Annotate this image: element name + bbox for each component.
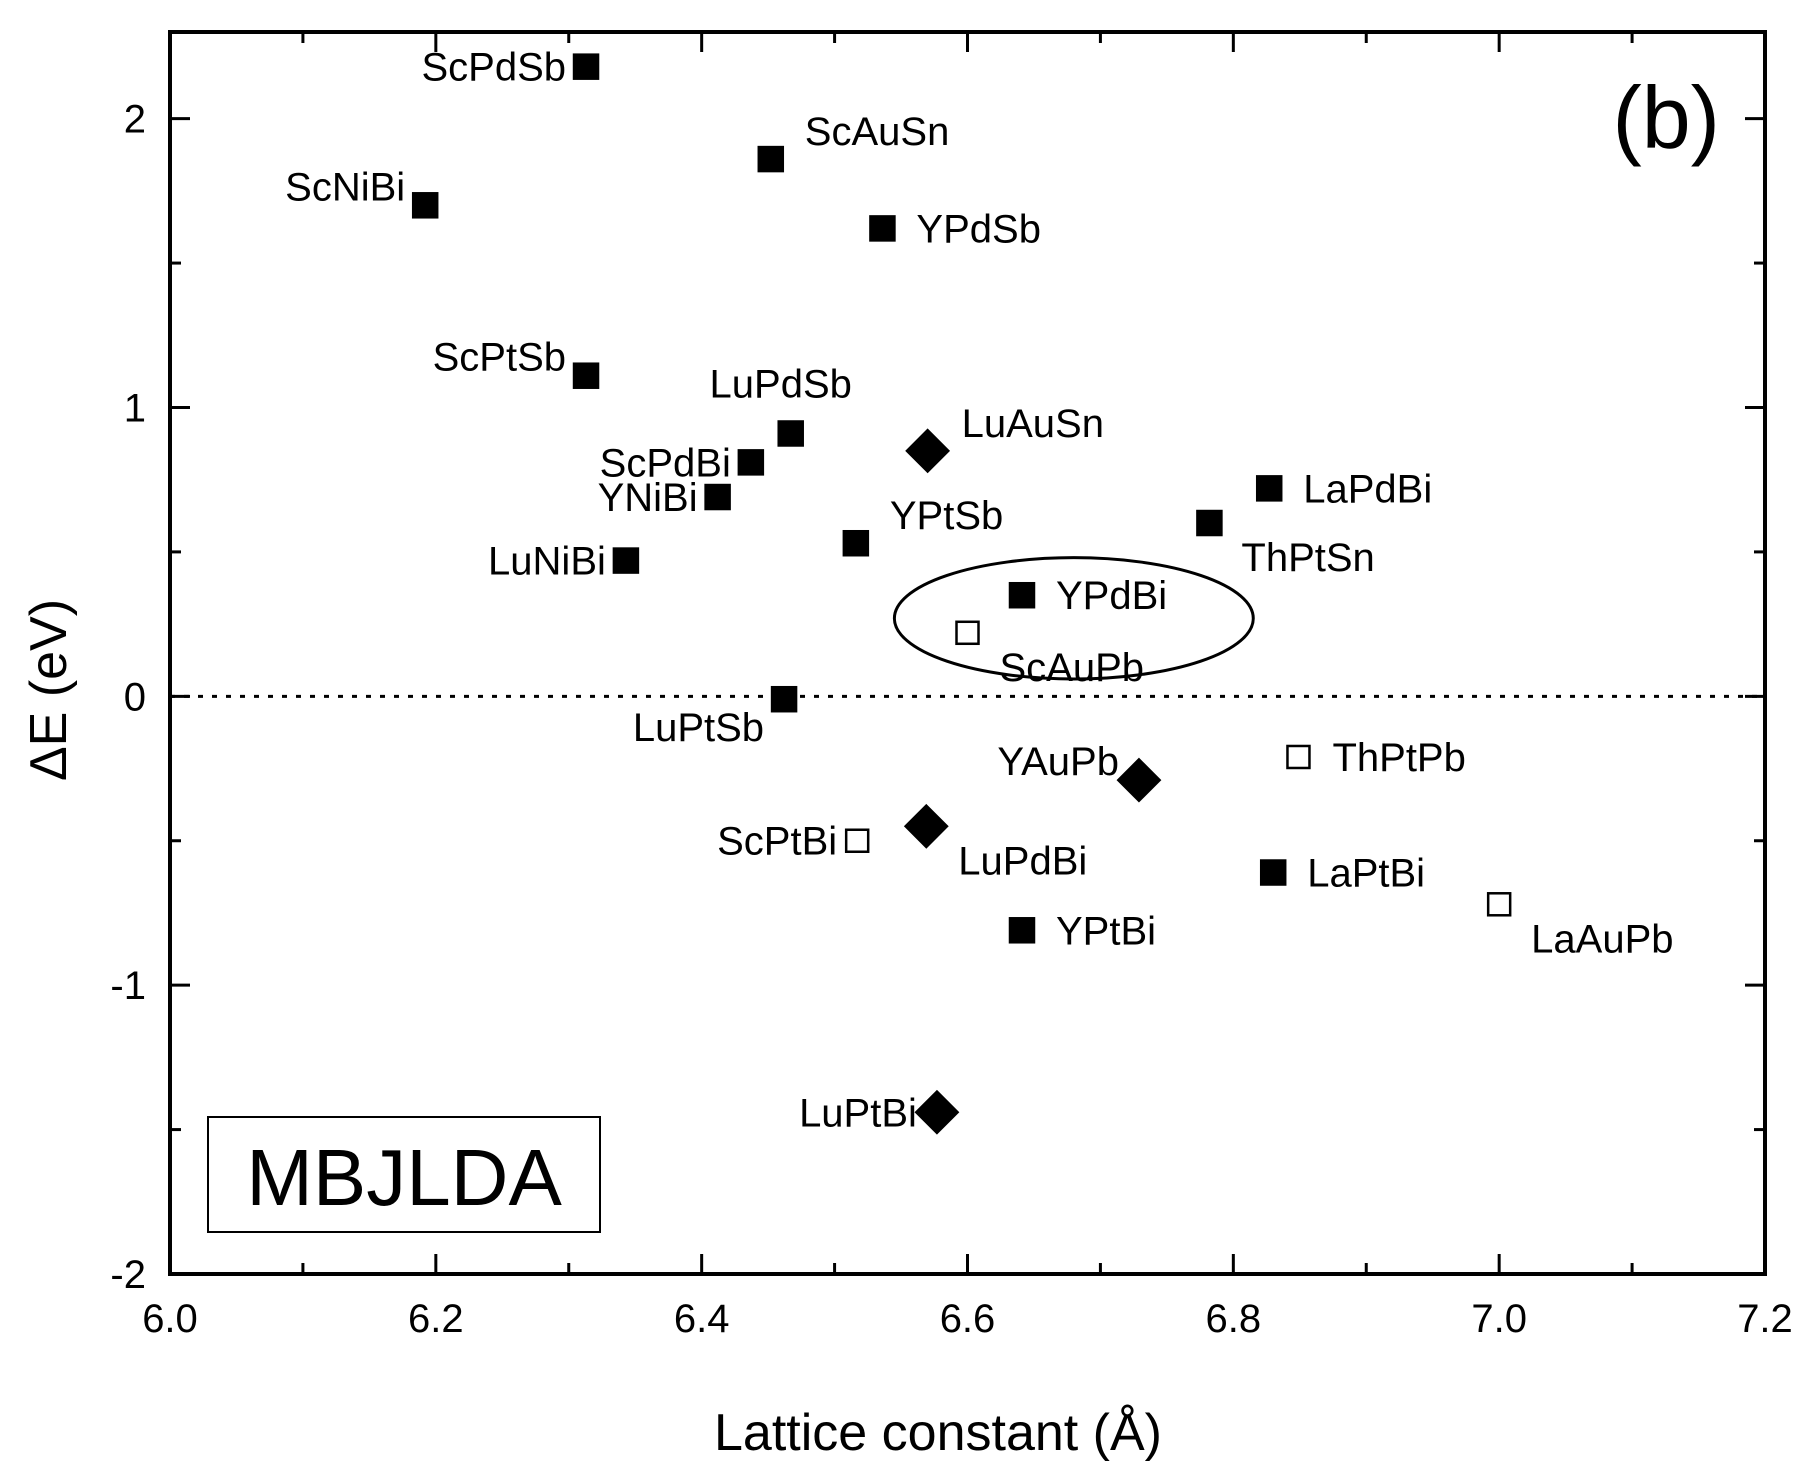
label-thptpb: ThPtPb [1332, 736, 1465, 780]
label-luausn: LuAuSn [962, 402, 1104, 446]
label-scpdsb: ScPdSb [421, 46, 566, 90]
label-yaupb: YAuPb [997, 740, 1119, 784]
marker-luptbi [914, 1089, 960, 1135]
y-tick-label: 0 [124, 675, 146, 719]
marker-yptsb [842, 529, 870, 557]
y-tick-label: -2 [110, 1253, 146, 1297]
label-scnibi: ScNiBi [285, 165, 405, 209]
label-lunibi: LuNiBi [488, 540, 606, 584]
marker-yptbi [1008, 917, 1036, 944]
x-axis-ticks: 6.0 6.2 6.4 6.6 6.8 7.0 7.2 [142, 32, 1793, 1341]
method-label-box [207, 1116, 601, 1233]
label-luptbi: LuPtBi [799, 1091, 917, 1135]
y-axis-ticks: 2 1 0 -1 -2 [110, 98, 1765, 1297]
panel-label: (b) [1612, 68, 1720, 167]
x-tick-label: 7.2 [1737, 1297, 1793, 1341]
y-tick-label: 1 [124, 386, 146, 430]
marker-lupdsb [777, 420, 804, 447]
label-luptsb: LuPtSb [633, 706, 764, 750]
label-yptsb: YPtSb [890, 494, 1003, 538]
marker-scptbi [844, 828, 870, 853]
y-axis-title: ΔE (eV) [20, 599, 78, 781]
marker-ypdbi [1008, 581, 1036, 609]
label-yptbi: YPtBi [1056, 909, 1156, 953]
marker-scpdsb [572, 53, 600, 80]
label-thptsn: ThPtSn [1241, 536, 1374, 580]
marker-ypdsb [869, 215, 896, 242]
label-lapdbi: LaPdBi [1303, 467, 1432, 511]
marker-lunibi [612, 547, 640, 574]
label-ypdsb: YPdSb [916, 207, 1041, 251]
x-tick-label: 6.0 [142, 1297, 198, 1341]
y-tick-label: -1 [110, 964, 146, 1008]
marker-laaupb [1486, 892, 1512, 917]
label-laptbi: LaPtBi [1307, 852, 1425, 896]
x-tick-label: 6.2 [408, 1297, 464, 1341]
marker-scaupb [955, 620, 980, 646]
label-scaupb: ScAuPb [1000, 646, 1145, 690]
marker-luptsb [770, 685, 798, 713]
label-laaupb: LaAuPb [1531, 917, 1673, 961]
label-ynibi: YNiBi [598, 476, 698, 520]
label-ypdbi: YPdBi [1056, 574, 1167, 618]
x-tick-label: 6.8 [1206, 1297, 1262, 1341]
marker-yaupb [1116, 757, 1162, 803]
x-tick-label: 6.6 [940, 1297, 996, 1341]
label-lupdbi: LuPdBi [958, 839, 1087, 883]
marker-laptbi [1259, 859, 1287, 886]
marker-luausn [905, 428, 951, 474]
marker-scnibi [411, 192, 439, 219]
marker-lapdbi [1255, 475, 1283, 502]
marker-scausn [757, 145, 785, 173]
marker-thptpb [1286, 744, 1311, 770]
marker-thptsn [1196, 509, 1223, 537]
data-points: ScPdSb ScAuSn ScNiBi YPdSb ScPtSb LuPdSb ScPdB… [285, 46, 1673, 1136]
label-scpdbi: ScPdBi [600, 441, 731, 485]
label-lupdsb: LuPdSb [710, 362, 852, 406]
marker-scptsb [572, 362, 600, 389]
label-scptsb: ScPtSb [433, 336, 566, 380]
marker-scpdbi [737, 449, 765, 476]
marker-lupdbi [903, 803, 949, 849]
label-scptbi: ScPtBi [717, 820, 837, 864]
x-tick-label: 7.0 [1471, 1297, 1527, 1341]
method-label: MBJLDA [246, 1133, 562, 1222]
label-scausn: ScAuSn [805, 110, 950, 154]
x-tick-label: 6.4 [674, 1297, 730, 1341]
marker-ynibi [704, 483, 731, 511]
y-tick-label: 2 [124, 98, 146, 142]
x-axis-title: Lattice constant (Å) [714, 1404, 1162, 1462]
highlight-ellipse [892, 556, 1255, 681]
